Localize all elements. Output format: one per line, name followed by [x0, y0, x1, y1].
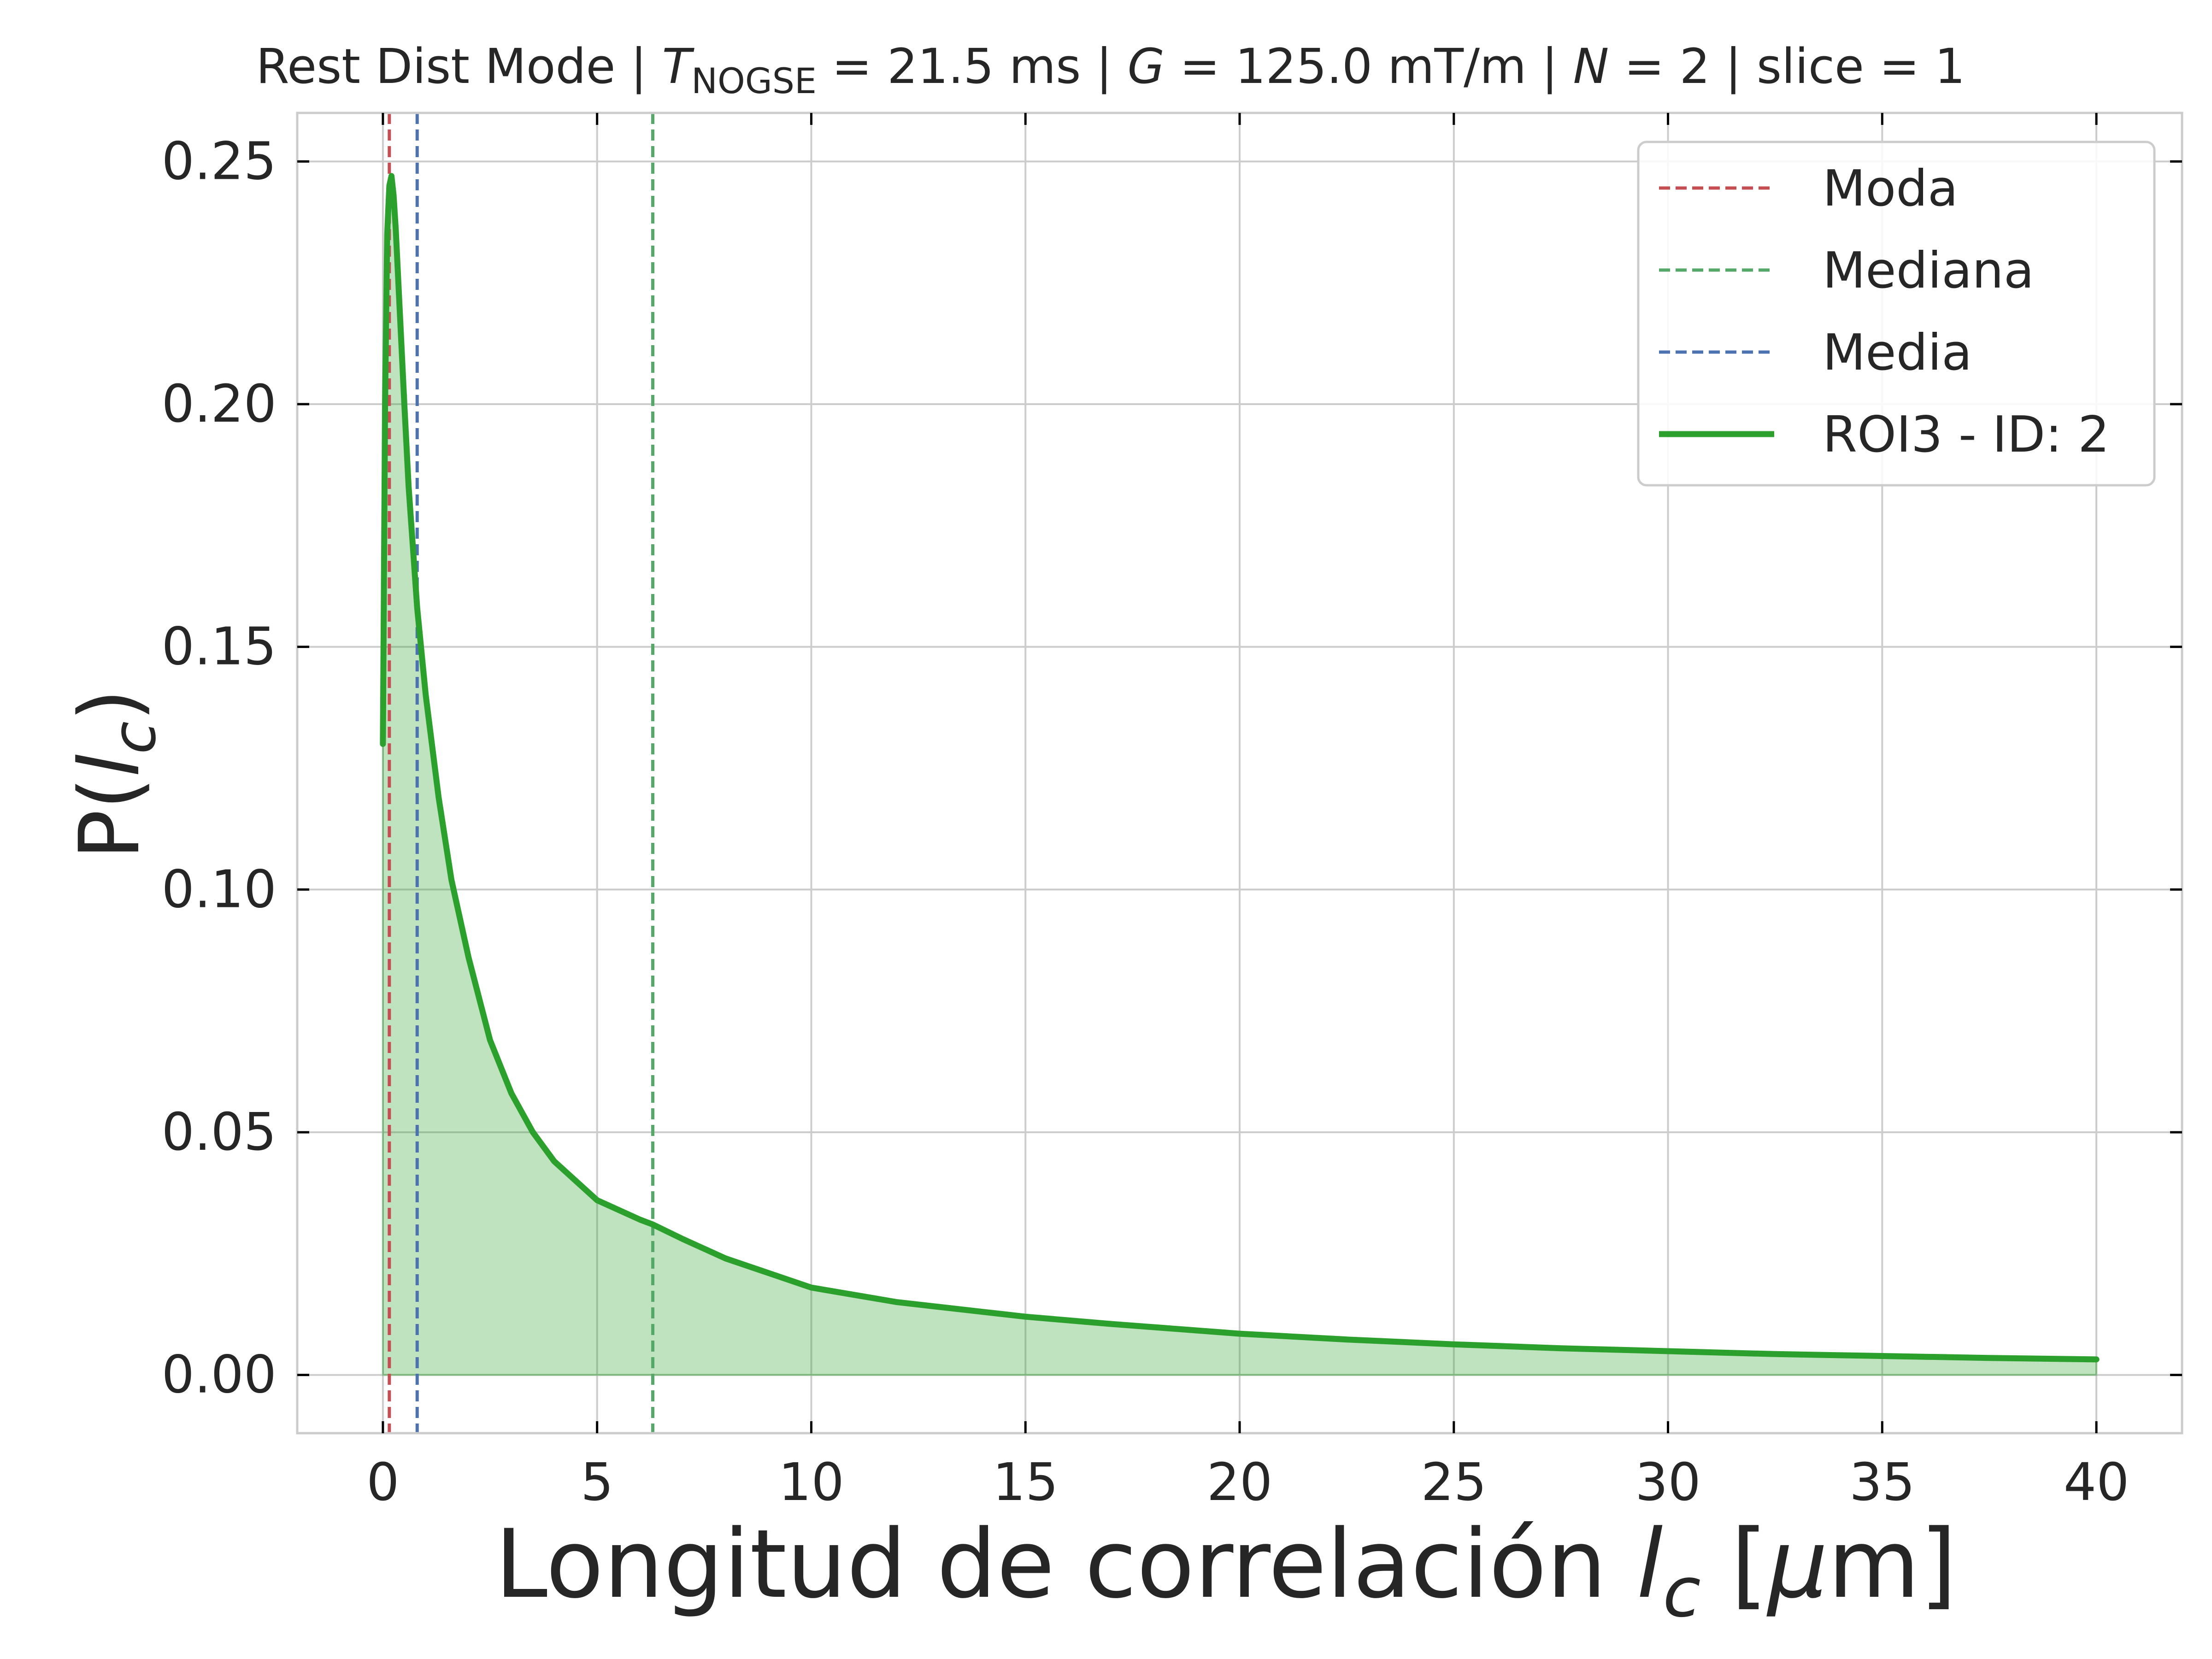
y-tick-label: 0.00 [162, 1345, 276, 1405]
x-tick-label: 10 [778, 1453, 844, 1512]
x-axis-label: Longitud de correlación lc [μm] [495, 1510, 1957, 1633]
x-tick-label: 5 [581, 1453, 613, 1512]
x-tick-label: 20 [1207, 1453, 1273, 1512]
legend-label: Media [1823, 324, 1972, 382]
y-tick-label: 0.15 [162, 617, 276, 677]
legend-label: ROI3 - ID: 2 [1823, 406, 2110, 464]
legend-box [1637, 141, 2156, 487]
y-tick-labels: 0.00 0.05 0.10 0.15 0.20 0.25 [162, 131, 276, 1405]
ticks [297, 113, 2182, 1433]
x-tick-label: 25 [1421, 1453, 1487, 1512]
y-axis-label: P(lc) [62, 689, 169, 860]
y-tick-label: 0.10 [162, 859, 276, 919]
legend: Moda Mediana Media ROI3 - ID: 2 [1637, 141, 2156, 487]
x-tick-label: 30 [1635, 1453, 1701, 1512]
x-tick-label: 0 [366, 1453, 399, 1512]
x-tick-labels: 0 5 10 15 20 25 30 35 40 [366, 1453, 2129, 1512]
y-tick-label: 0.20 [162, 374, 276, 434]
series-line [380, 173, 2100, 1363]
x-tick-label: 15 [993, 1453, 1059, 1512]
x-tick-label: 35 [1849, 1453, 1915, 1512]
legend-label: Moda [1823, 160, 1958, 218]
legend-label: Mediana [1823, 242, 2034, 300]
x-tick-label: 40 [2064, 1453, 2130, 1512]
y-tick-label: 0.25 [162, 131, 276, 191]
chart-title: Rest Dist Mode | TNOGSE = 21.5 ms | G = … [256, 38, 1965, 101]
y-tick-label: 0.05 [162, 1102, 276, 1162]
reference-lines [388, 113, 655, 1433]
